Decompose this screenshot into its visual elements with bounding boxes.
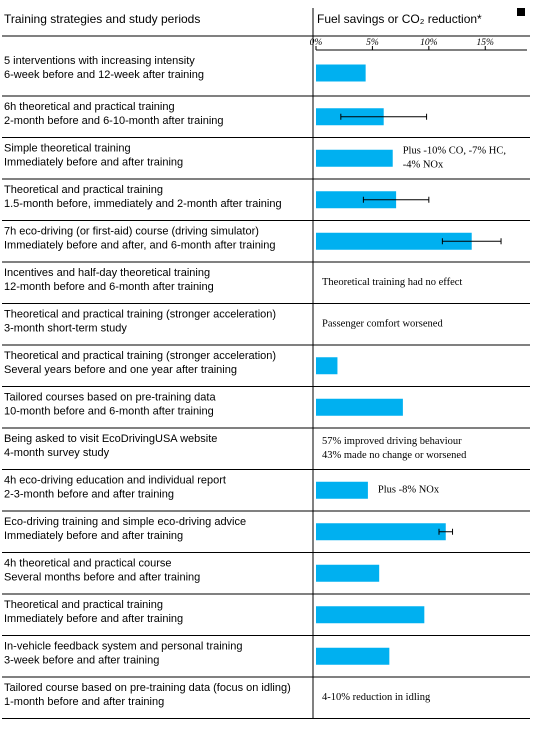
note: Plus -10% CO, -7% HC, (403, 146, 506, 157)
row-label: Immediately before and after, and 6-mont… (4, 239, 276, 251)
x-tick-label: 0% (310, 38, 323, 48)
x-tick-label: 5% (366, 38, 379, 48)
row-label: 1-month before and after training (4, 696, 164, 708)
row-label: 4-month survey study (4, 447, 110, 459)
note: Theoretical training had no effect (322, 277, 462, 288)
x-tick-label: 15% (477, 38, 495, 48)
row-label: 5 interventions with increasing intensit… (4, 55, 195, 67)
column-header: Training strategies and study periods (4, 12, 200, 26)
bar (316, 481, 368, 499)
row-label: Simple theoretical training (4, 142, 131, 154)
row-label: Immediately before and after training (4, 156, 183, 168)
row-label: Incentives and half-day theoretical trai… (4, 267, 210, 279)
row-label: 2-month before and 6-10-month after trai… (4, 115, 224, 127)
bar (316, 398, 403, 416)
row-label: 2-3-month before and after training (4, 488, 174, 500)
row-label: Eco-driving training and simple eco-driv… (4, 516, 246, 528)
row-label: Theoretical and practical training (4, 184, 163, 196)
row-label: Several years before and one year after … (4, 364, 237, 376)
row-label: 1.5-month before, immediately and 2-mont… (4, 198, 282, 210)
column-header: Fuel savings or CO₂ reduction* (317, 12, 482, 26)
row-label: Immediately before and after training (4, 613, 183, 625)
row-label: Several months before and after training (4, 571, 200, 583)
marker (517, 8, 525, 16)
bar (316, 606, 425, 624)
row-label: Tailored course based on pre-training da… (4, 682, 291, 694)
row-label: 6-week before and 12-week after training (4, 69, 204, 81)
note: 57% improved driving behaviour (322, 436, 462, 447)
row-label: 3-week before and after training (4, 654, 159, 666)
bar (316, 357, 338, 375)
error-bar (362, 196, 430, 203)
row-label: Theoretical and practical training (stro… (4, 308, 276, 320)
bar (316, 149, 393, 167)
row-label: Theoretical and practical training (4, 599, 163, 611)
error-bar (340, 113, 428, 120)
row-label: Theoretical and practical training (stro… (4, 350, 276, 362)
note: 4-10% reduction in idling (322, 692, 431, 703)
row-label: Being asked to visit EcoDrivingUSA websi… (4, 433, 217, 445)
row-label: 12-month before and 6-month after traini… (4, 281, 214, 293)
row-label: 10-month before and 6-month after traini… (4, 405, 214, 417)
bar (316, 647, 390, 665)
note: Passenger comfort worsened (322, 319, 443, 330)
row-label: Immediately before and after training (4, 530, 183, 542)
bar (316, 232, 472, 250)
error-bar (441, 238, 502, 245)
error-bar (438, 528, 454, 535)
bar (316, 523, 446, 541)
row-label: 3-month short-term study (4, 322, 127, 334)
row-label: 4h theoretical and practical course (4, 557, 172, 569)
note: 43% made no change or worsened (322, 450, 467, 461)
x-tick-label: 10% (420, 38, 438, 48)
bar (316, 564, 380, 582)
bar (316, 64, 366, 82)
row-label: 7h eco-driving (or first-aid) course (dr… (4, 225, 259, 237)
row-label: Tailored courses based on pre-training d… (4, 391, 216, 403)
row-label: In-vehicle feedback system and personal … (4, 640, 242, 652)
bar (316, 191, 397, 209)
row-label: 4h eco-driving education and individual … (4, 474, 226, 486)
note: Plus -8% NOx (378, 485, 440, 496)
note: -4% NOx (403, 160, 444, 171)
row-label: 6h theoretical and practical training (4, 101, 175, 113)
